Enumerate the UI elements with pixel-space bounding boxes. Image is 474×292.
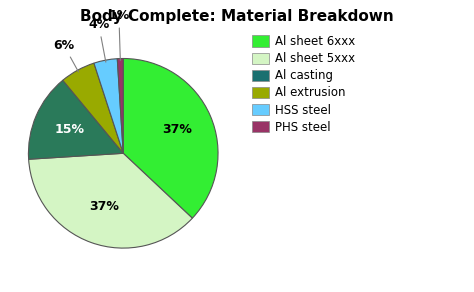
Text: 37%: 37% — [89, 200, 119, 213]
Text: 1%: 1% — [108, 9, 129, 60]
Legend: Al sheet 6xxx, Al sheet 5xxx, Al casting, Al extrusion, HSS steel, PHS steel: Al sheet 6xxx, Al sheet 5xxx, Al casting… — [252, 35, 355, 134]
Text: 37%: 37% — [162, 124, 192, 136]
Wedge shape — [28, 80, 123, 159]
Wedge shape — [123, 58, 218, 218]
Text: 6%: 6% — [53, 39, 79, 72]
Wedge shape — [63, 63, 123, 153]
Wedge shape — [94, 59, 123, 153]
Text: 15%: 15% — [55, 124, 84, 136]
Text: Body Complete: Material Breakdown: Body Complete: Material Breakdown — [80, 9, 394, 24]
Wedge shape — [28, 153, 192, 248]
Text: 4%: 4% — [88, 18, 109, 62]
Wedge shape — [117, 58, 123, 153]
